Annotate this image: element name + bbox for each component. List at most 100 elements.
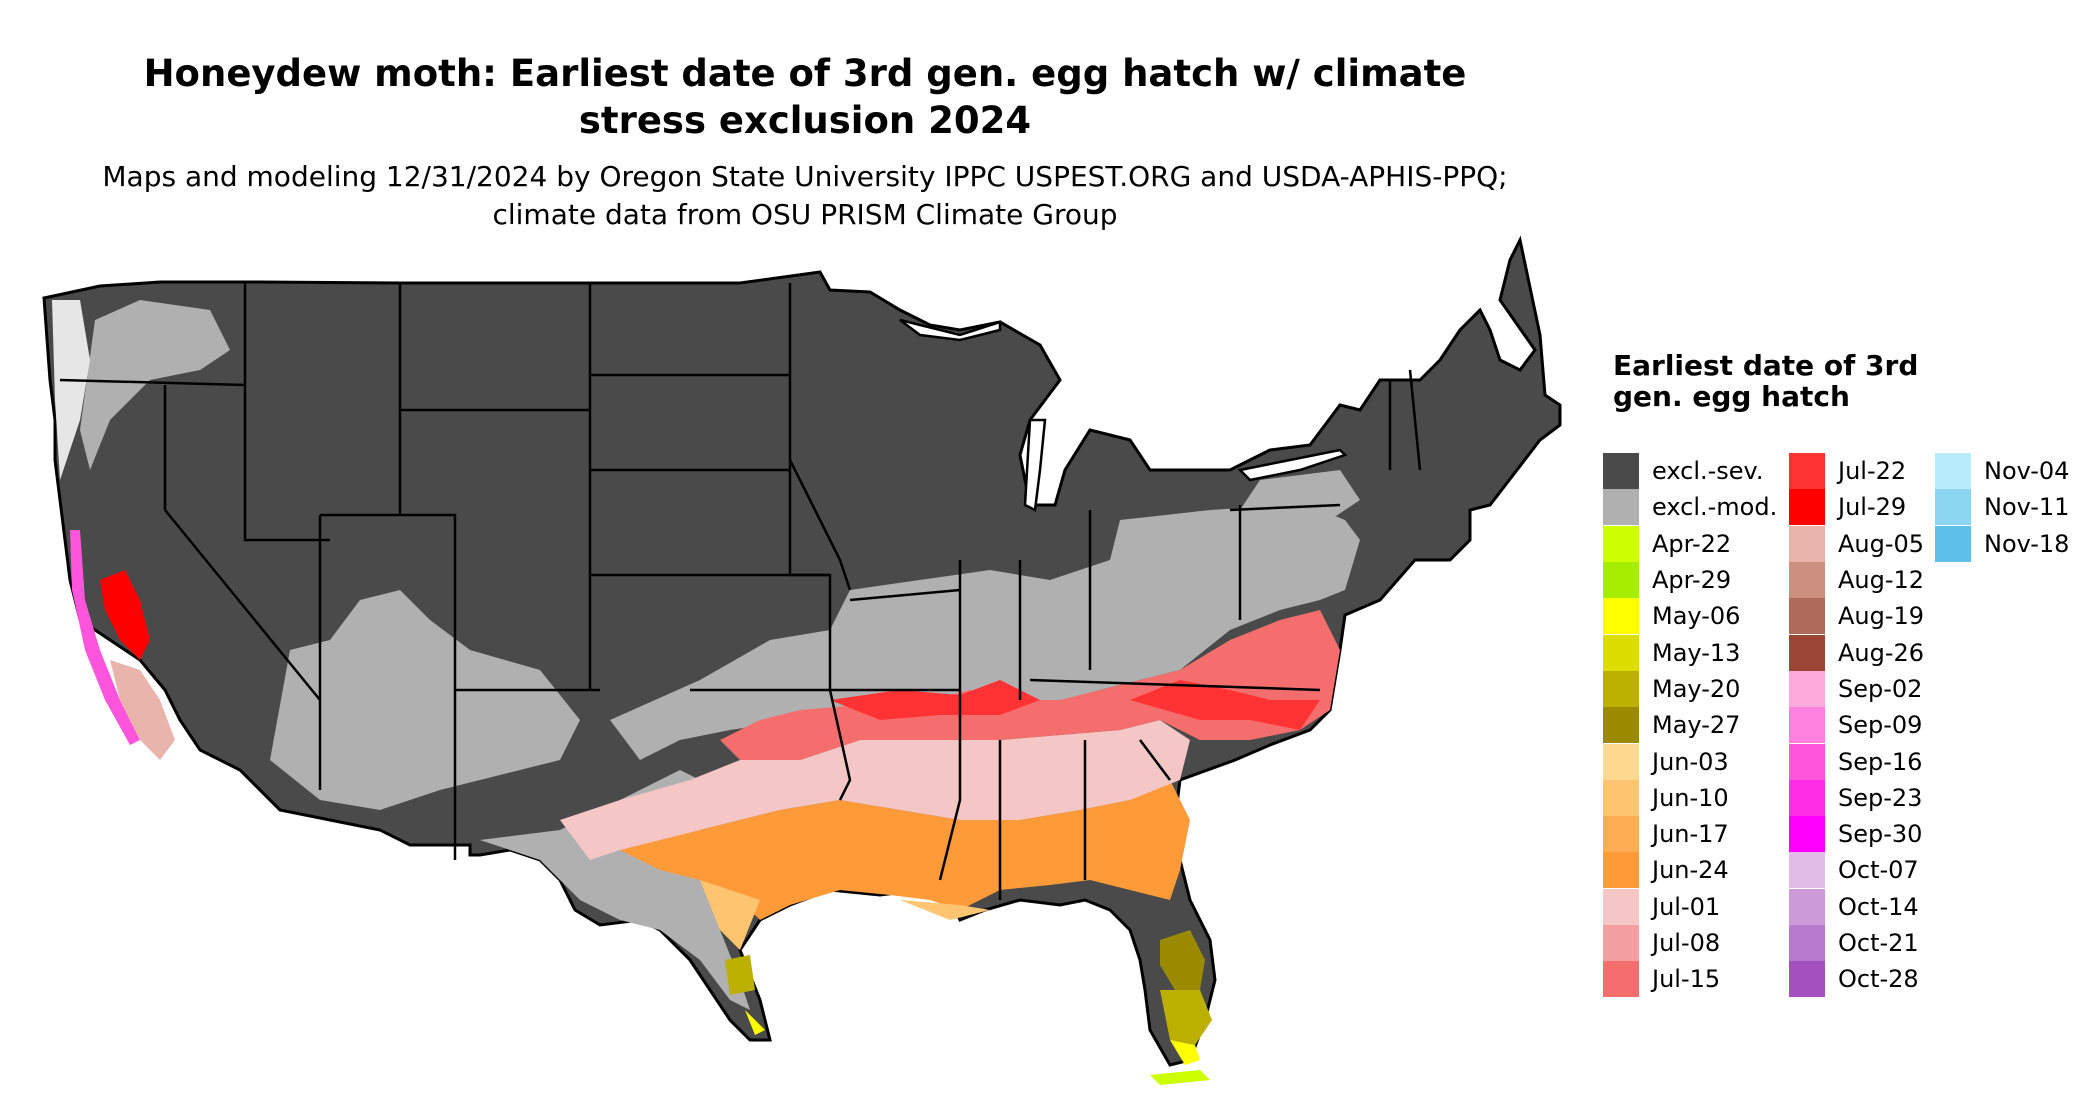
legend-item: excl.-sev. [1603, 453, 1777, 490]
legend-label: May-20 [1652, 674, 1741, 703]
legend-item: May-06 [1603, 598, 1777, 635]
zone-ca-coast [70, 530, 140, 745]
legend-item: May-13 [1603, 634, 1777, 671]
legend-swatch [1789, 562, 1825, 599]
zone-may-20 [725, 955, 1212, 1045]
zone-may-06 [745, 1010, 1200, 1065]
legend-swatch [1603, 779, 1639, 816]
legend-swatch [1789, 852, 1825, 889]
legend-swatch [1789, 743, 1825, 780]
legend-swatch [1789, 525, 1825, 562]
map-title: Honeydew moth: Earliest date of 3rd gen.… [143, 52, 1467, 142]
legend-label: Sep-09 [1838, 711, 1923, 740]
legend-swatch [1789, 707, 1825, 744]
legend-swatch [1789, 634, 1825, 671]
zone-excl-mod-coast [52, 300, 90, 480]
legend-column-1: excl.-sev. excl.-mod. Apr-22 Apr-29 May-06 Ma… [1603, 453, 1778, 998]
legend-label: Aug-19 [1838, 602, 1925, 631]
legend-label: Aug-12 [1838, 566, 1925, 595]
legend-swatch [1603, 888, 1639, 925]
legend-item: Apr-22 [1603, 525, 1777, 562]
legend-item: Jul-01 [1603, 888, 1777, 925]
legend-label: Jun-10 [1652, 783, 1729, 812]
legend-item: May-27 [1603, 707, 1777, 744]
legend-item: Sep-16 [1789, 743, 1924, 780]
legend-label: Nov-18 [1984, 529, 2070, 558]
legend-label: Sep-23 [1838, 783, 1923, 812]
legend-item: Nov-04 [1935, 453, 2070, 490]
legend-item: Jul-08 [1603, 925, 1777, 961]
legend-swatch [1603, 707, 1639, 744]
legend-item: Jun-17 [1603, 816, 1777, 853]
legend-swatch [1789, 925, 1825, 961]
state-borders [59, 282, 1422, 900]
legend-item: Jul-22 [1789, 453, 1924, 490]
legend-swatch [1603, 634, 1639, 671]
legend-item: Aug-12 [1789, 562, 1925, 599]
legend-item: Oct-07 [1789, 852, 1924, 889]
legend-swatch [1789, 670, 1825, 707]
legend-item: Jun-03 [1603, 743, 1777, 780]
legend-item: Nov-18 [1935, 525, 2070, 562]
legend-item: Jun-24 [1603, 852, 1777, 889]
legend-label: Sep-02 [1838, 674, 1923, 703]
legend-swatch [1935, 453, 1971, 490]
zone-jul-15 [720, 610, 1340, 760]
legend-label: Oct-21 [1838, 929, 1919, 957]
legend-label: Jul-22 [1838, 457, 1907, 486]
legend-swatch [1789, 888, 1825, 925]
legend-swatch [1603, 816, 1639, 853]
zone-ca-valley [100, 570, 150, 660]
legend-item: Apr-29 [1603, 562, 1777, 599]
zone-jul-22 [830, 680, 1320, 730]
map-subtitle: Maps and modeling 12/31/2024 by Oregon S… [102, 160, 1508, 231]
legend-label: Jul-08 [1652, 929, 1721, 957]
legend-item: Sep-02 [1789, 670, 1924, 707]
legend-swatch [1603, 453, 1639, 490]
legend-item: Sep-09 [1789, 707, 1924, 744]
legend-label: Jul-15 [1652, 965, 1721, 994]
legend-item: Jul-29 [1789, 489, 1924, 526]
zone-may-27 [1160, 930, 1205, 990]
legend-label: Jun-24 [1652, 856, 1729, 885]
legend-label: excl.-sev. [1652, 457, 1764, 486]
legend-label: May-27 [1652, 711, 1741, 740]
legend-swatch [1789, 779, 1825, 816]
lake-superior [899, 318, 1002, 342]
legend-item: Aug-26 [1789, 634, 1924, 671]
legend-item: Jun-10 [1603, 779, 1777, 816]
legend-label: excl.-mod. [1652, 493, 1778, 522]
legend-item: May-20 [1603, 670, 1777, 707]
zone-excl-mod-nw [80, 300, 230, 470]
legend-item: excl.-mod. [1603, 489, 1778, 526]
zone-jul-01 [560, 720, 1190, 860]
legend-label: Jul-29 [1838, 493, 1907, 522]
legend-label: Jul-01 [1652, 892, 1721, 921]
legend-label: Nov-11 [1984, 493, 2070, 522]
legend-swatch [1603, 598, 1639, 635]
legend-item: Oct-21 [1789, 925, 1924, 961]
zone-apr-22 [1150, 1070, 1210, 1085]
legend-label: May-13 [1652, 638, 1741, 667]
legend-label: Apr-22 [1652, 529, 1732, 558]
lake-erie-ontario [1237, 448, 1348, 482]
legend-item: Oct-28 [1789, 961, 1924, 998]
legend-item: Aug-05 [1789, 525, 1924, 562]
legend-item: Sep-23 [1789, 779, 1924, 816]
legend-swatch [1789, 453, 1825, 490]
legend-label: Sep-30 [1838, 820, 1923, 849]
legend-column-3: Nov-04 Nov-11 Nov-18 [1935, 453, 2069, 562]
legend-label: Oct-28 [1838, 965, 1919, 994]
legend-label: Sep-16 [1838, 747, 1923, 776]
legend-swatch [1603, 743, 1639, 780]
legend-title: Earliest date of 3rd gen. egg hatch [1613, 349, 1919, 413]
legend-label: Nov-04 [1984, 457, 2070, 486]
legend-label: May-06 [1652, 602, 1741, 631]
legend-swatch [1603, 562, 1639, 599]
legend-label: Oct-07 [1838, 856, 1919, 885]
legend-swatch [1603, 489, 1639, 526]
zone-jun [620, 780, 1190, 920]
legend-swatch [1935, 525, 1971, 562]
legend-label: Oct-14 [1838, 892, 1919, 921]
